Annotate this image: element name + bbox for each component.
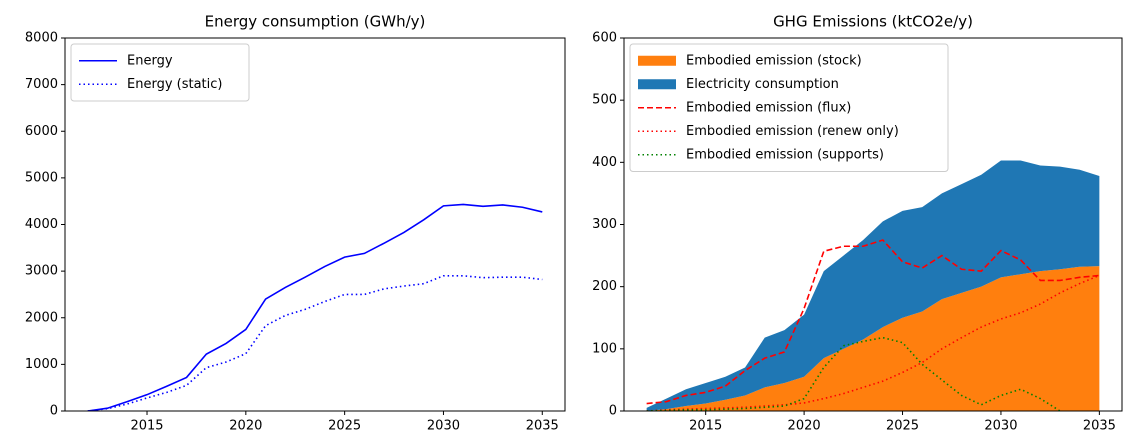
x-tick-label: 2020	[788, 419, 821, 434]
y-tick-label: 4000	[25, 217, 58, 232]
x-tick-label: 2030	[427, 419, 460, 434]
plot-area	[646, 160, 1100, 411]
y-tick-label: 200	[592, 279, 617, 294]
legend-box	[70, 43, 250, 102]
line	[646, 336, 1061, 411]
x-tick-label: 2030	[984, 419, 1017, 434]
y-tick-label: 7000	[25, 77, 58, 92]
legend-swatch	[638, 55, 676, 66]
legend-label: Embodied emission (renew only)	[686, 124, 899, 139]
legend-box	[629, 43, 949, 172]
plot-area	[87, 203, 543, 411]
chart-title: Energy consumption (GWh/y)	[205, 13, 426, 31]
y-tick-label: 500	[592, 93, 617, 108]
x-tick-label: 2015	[689, 419, 722, 434]
y-tick-label: 8000	[25, 31, 58, 46]
y-tick-label: 100	[592, 341, 617, 356]
legend-label: Embodied emission (stock)	[686, 53, 862, 68]
y-tick-label: 0	[50, 404, 58, 419]
x-tick-label: 2035	[1083, 419, 1116, 434]
legend-label: Energy	[127, 53, 173, 68]
x-tick-label: 2025	[886, 419, 919, 434]
y-tick-label: 5000	[25, 170, 58, 185]
y-tick-label: 400	[592, 155, 617, 170]
y-tick-label: 1000	[25, 357, 58, 372]
line	[87, 274, 543, 411]
chart: GHG Emissions (ktCO2e/y) 0 100 200 300 400 500…	[592, 13, 1123, 434]
x-tick-label: 2015	[130, 419, 163, 434]
legend-swatch	[638, 79, 676, 90]
x-tick-label: 2025	[328, 419, 361, 434]
chart: Energy consumption (GWh/y) 0 1000 2000 3000 4…	[25, 13, 566, 434]
chart-title: GHG Emissions (ktCO2e/y)	[773, 13, 973, 31]
legend-label: Energy (static)	[127, 77, 222, 92]
line	[646, 239, 1100, 405]
legend-label: Embodied emission (flux)	[686, 100, 851, 115]
line	[87, 203, 543, 411]
legend: Energy Energy (static)	[70, 43, 250, 102]
legend-label: Electricity consumption	[686, 77, 839, 92]
legend: Embodied emission (stock) Electricity con…	[629, 43, 949, 172]
line	[646, 274, 1100, 411]
y-tick-label: 2000	[25, 310, 58, 325]
y-tick-label: 3000	[25, 264, 58, 279]
x-tick-label: 2020	[229, 419, 262, 434]
area	[646, 160, 1100, 411]
y-tick-label: 600	[592, 31, 617, 46]
area	[646, 266, 1100, 411]
plot-frame	[64, 37, 566, 412]
plot-frame	[623, 37, 1123, 412]
y-tick-label: 6000	[25, 124, 58, 139]
y-tick-label: 300	[592, 217, 617, 232]
legend-label: Embodied emission (supports)	[686, 147, 884, 162]
y-tick-label: 0	[609, 404, 617, 419]
x-tick-label: 2035	[526, 419, 559, 434]
